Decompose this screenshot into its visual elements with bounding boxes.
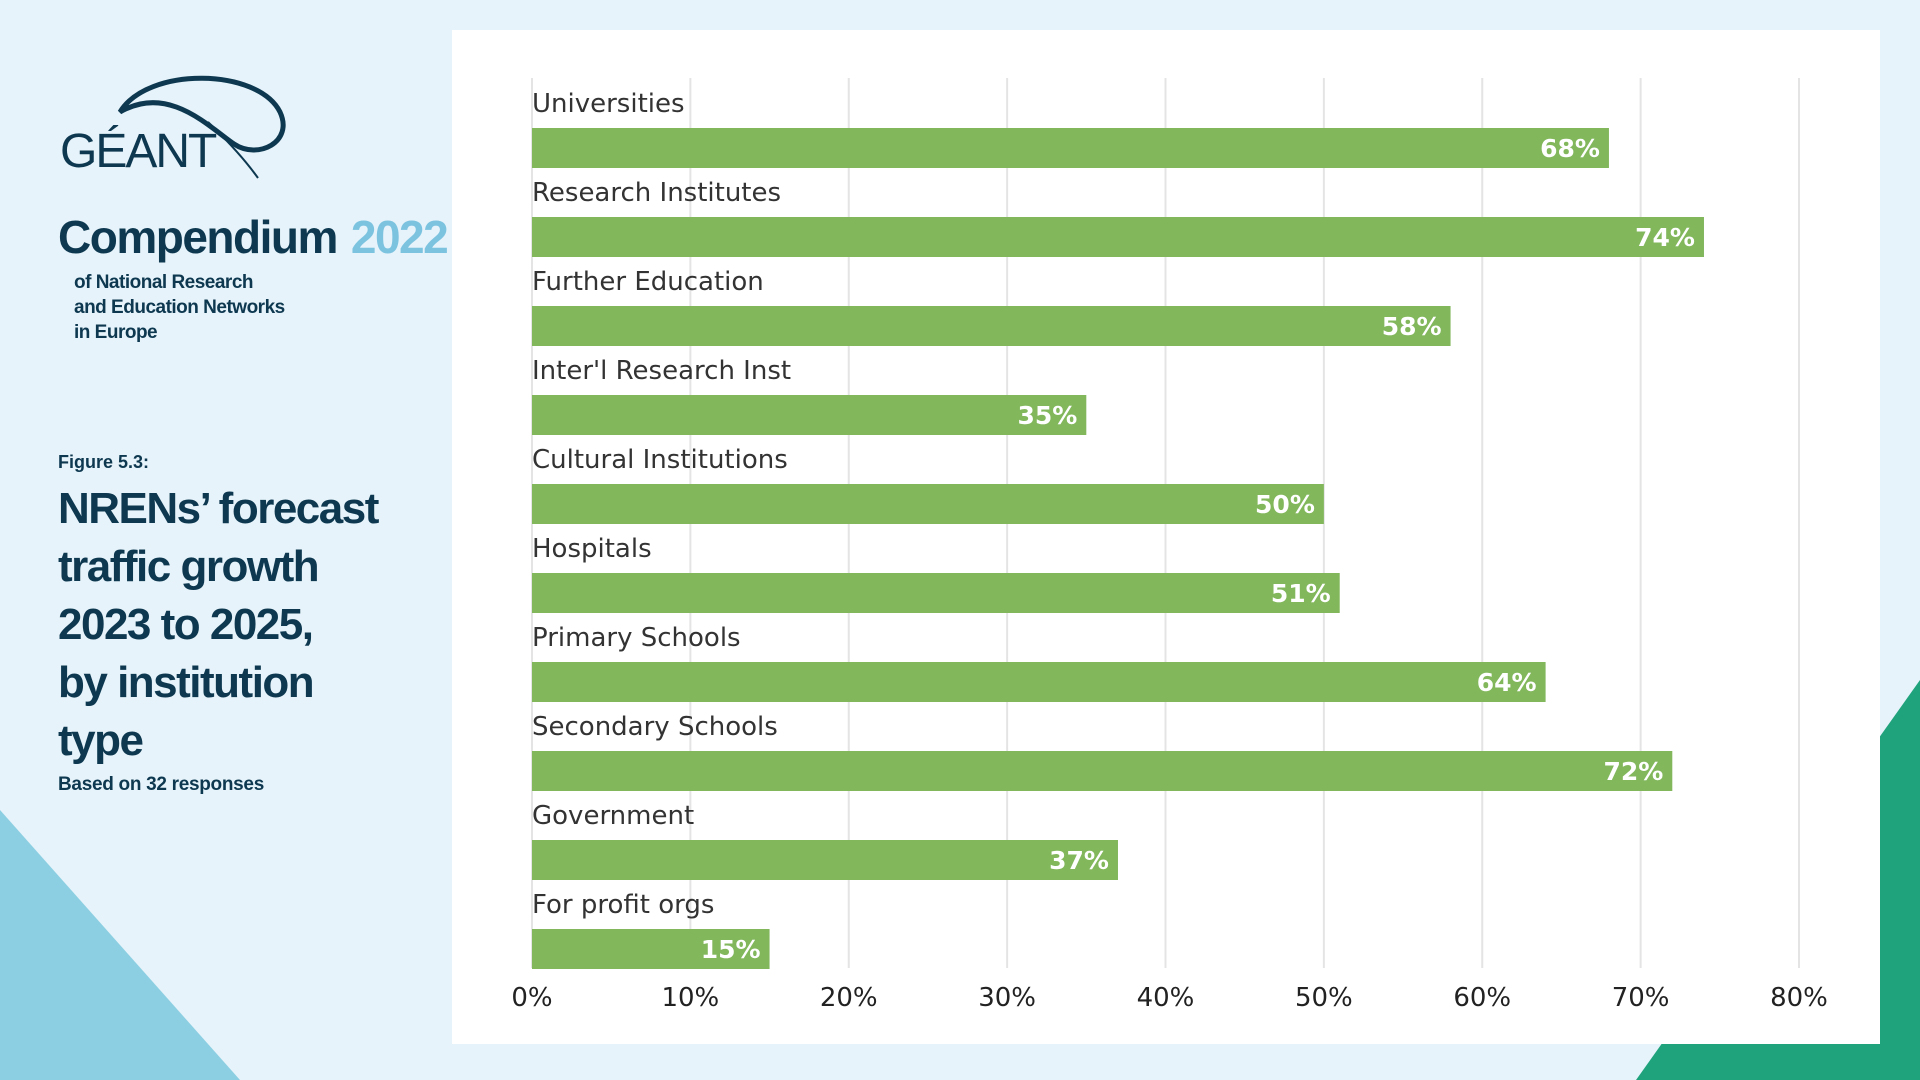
subtitle-line: in Europe [74,322,158,343]
bar [532,484,1324,524]
category-label: Research Institutes [532,178,781,208]
bar-value-label: 35% [1017,401,1077,430]
category-label: Government [532,801,694,831]
bar-chart: Universities 68% Research Institutes 74% Fur… [511,78,1828,1013]
bar [532,573,1340,613]
compendium-word: Compendium [58,211,338,263]
bar-value-label: 37% [1049,846,1109,875]
sidebar: GÉANT Compendium 2022 of National Researc… [58,0,449,1080]
logo-wordmark: GÉANT [60,125,217,178]
category-label: Primary Schools [532,623,741,653]
bar-value-label: 74% [1635,223,1695,252]
x-tick-label: 50% [1295,983,1353,1013]
bar [532,306,1451,346]
figure-title: NRENs’ forecast traffic growth 2023 to 2… [58,480,398,770]
bar [532,128,1609,168]
x-axis-ticks: 0% 10% 20% 30% 40% 50% 60% 70% 80% [511,983,1828,1013]
figure-title-line: 2023 to 2025, [58,600,314,649]
compendium-year: 2022 [350,211,449,263]
light-blue-corner-shape [0,810,240,1080]
figure-title-line: traffic growth [58,542,320,591]
bar-value-label: 15% [701,935,761,964]
x-tick-label: 70% [1612,983,1670,1013]
figure-title-line: NRENs’ forecast [58,484,379,533]
bar [532,751,1673,791]
category-label: Hospitals [532,534,652,564]
x-tick-label: 40% [1137,983,1195,1013]
x-tick-label: 0% [511,983,552,1013]
bars: Universities 68% Research Institutes 74% Fur… [532,89,1704,969]
category-label: Further Education [532,267,764,297]
bar [532,840,1118,880]
bar-value-label: 58% [1382,312,1442,341]
x-tick-label: 10% [661,983,719,1013]
bar-value-label: 50% [1255,490,1315,519]
subtitle-line: and Education Networks [74,297,285,318]
figure-label: Figure 5.3: [58,452,150,472]
bar [532,395,1087,435]
figure-title-line: by institution type [58,658,315,765]
bar [532,217,1704,257]
compendium-title: Compendium 2022 [58,210,449,264]
bar [532,929,770,969]
compendium-subtitle: of National Research and Education Netwo… [74,270,334,345]
x-tick-label: 20% [820,983,878,1013]
geant-logo-icon [117,75,286,179]
category-label: Cultural Institutions [532,445,788,475]
bar-value-label: 72% [1603,757,1663,786]
figure-note: Based on 32 responses [58,774,264,795]
category-label: Universities [532,89,685,119]
bar-value-label: 68% [1540,134,1600,163]
x-tick-label: 80% [1770,983,1828,1013]
x-tick-label: 60% [1453,983,1511,1013]
category-label: For profit orgs [532,890,714,920]
bar-value-label: 51% [1271,579,1331,608]
bar [532,662,1546,702]
category-label: Secondary Schools [532,712,778,742]
category-label: Inter'l Research Inst [532,356,791,386]
chart-panel: Universities 68% Research Institutes 74% Fur… [452,30,1880,1044]
bar-value-label: 64% [1477,668,1537,697]
subtitle-line: of National Research [74,272,254,293]
x-tick-label: 30% [978,983,1036,1013]
